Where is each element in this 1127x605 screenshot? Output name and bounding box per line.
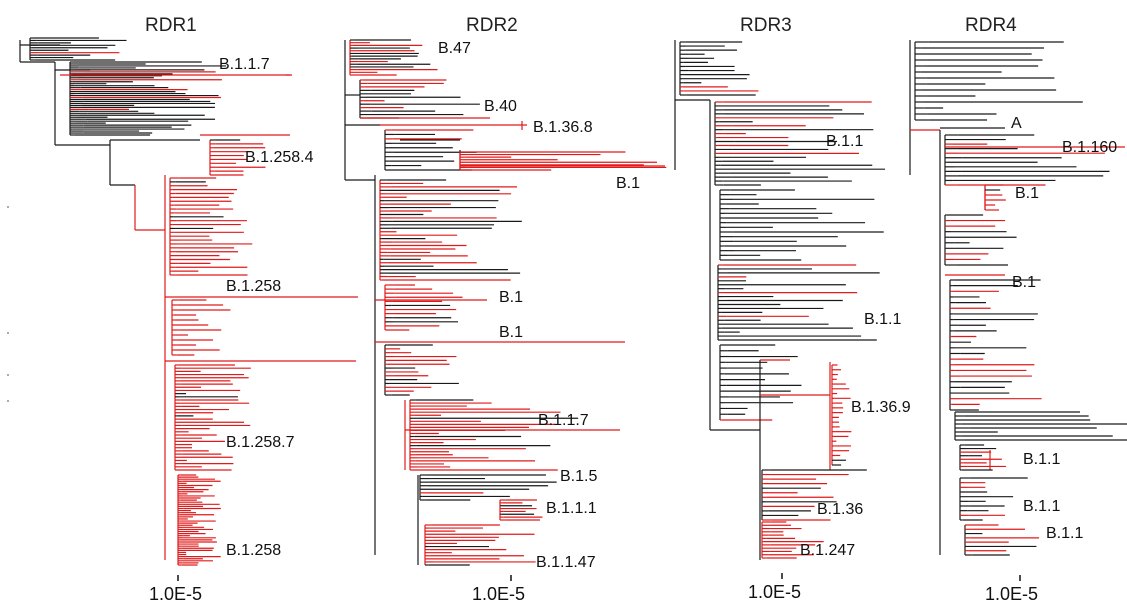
scale-label-rdr1: 1.0E-5	[149, 584, 202, 604]
clade-label-rdr2-b111: B.1.1.1	[546, 500, 597, 517]
clade-label-rdr2-b40: B.40	[484, 98, 517, 115]
tree-rdr2	[344, 39, 667, 566]
clade-label-rdr2-b1-c: B.1	[499, 324, 523, 341]
scale-label-rdr4: 1.0E-5	[985, 584, 1038, 604]
tree-rdr1	[19, 37, 358, 566]
clade-label-rdr4-b1160: B.1.160	[1062, 139, 1117, 156]
tree-rdr4	[909, 40, 1127, 556]
clade-label-rdr2-b47: B.47	[438, 40, 471, 57]
clade-label-rdr1-b12587: B.1.258.7	[226, 434, 295, 451]
panel-title-rdr2: RDR2	[466, 15, 518, 36]
panel-title-rdr3: RDR3	[740, 15, 792, 36]
clade-label-rdr3-b11-b: B.1.1	[864, 311, 901, 328]
clade-label-rdr3-b1247: B.1.247	[800, 542, 855, 559]
clade-label-rdr3-b1369: B.1.36.9	[851, 399, 911, 416]
scale-bar-rdr1: 1.0E-5	[149, 575, 202, 604]
clade-label-rdr3-b11-a: B.1.1	[826, 133, 863, 150]
scale-bar-rdr2: 1.0E-5	[472, 575, 525, 604]
scale-bar-rdr4: 1.0E-5	[985, 575, 1038, 604]
clade-label-rdr1-b1258-b: B.1.258	[226, 542, 281, 559]
clade-label-rdr2-b1-b: B.1	[499, 289, 523, 306]
clade-label-rdr2-b117: B.1.1.7	[538, 412, 589, 429]
clade-label-rdr3-b136: B.1.36	[817, 501, 863, 518]
clade-label-rdr4-b11-b: B.1.1	[1023, 498, 1060, 515]
scale-bar-rdr3: 1.0E-5	[748, 573, 801, 602]
panel-title-rdr1: RDR1	[145, 15, 197, 36]
clade-label-rdr2-b1-a: B.1	[616, 175, 640, 192]
clade-label-rdr2-b1368: B.1.36.8	[533, 119, 593, 136]
scale-label-rdr2: 1.0E-5	[472, 584, 525, 604]
clade-label-rdr1-b117: B.1.1.7	[219, 56, 270, 73]
clade-label-rdr4-b1-b: B.1	[1012, 274, 1036, 291]
tree-rdr3	[674, 40, 886, 560]
scale-label-rdr3: 1.0E-5	[748, 582, 801, 602]
clade-label-rdr4-b1-a: B.1	[1015, 185, 1039, 202]
clade-label-rdr4-a: A	[1011, 115, 1022, 132]
left-edge-ticks	[7, 206, 9, 402]
panel-title-rdr4: RDR4	[965, 15, 1017, 36]
clade-label-rdr2-b15: B.1.5	[560, 468, 597, 485]
clade-label-rdr4-b11-a: B.1.1	[1023, 451, 1060, 468]
clade-label-rdr1-b12584: B.1.258.4	[245, 149, 314, 166]
clade-label-rdr4-b11-c: B.1.1	[1046, 525, 1083, 542]
clade-label-rdr2-b1147: B.1.1.47	[536, 554, 596, 571]
clade-label-rdr1-b1258-a: B.1.258	[226, 278, 281, 295]
